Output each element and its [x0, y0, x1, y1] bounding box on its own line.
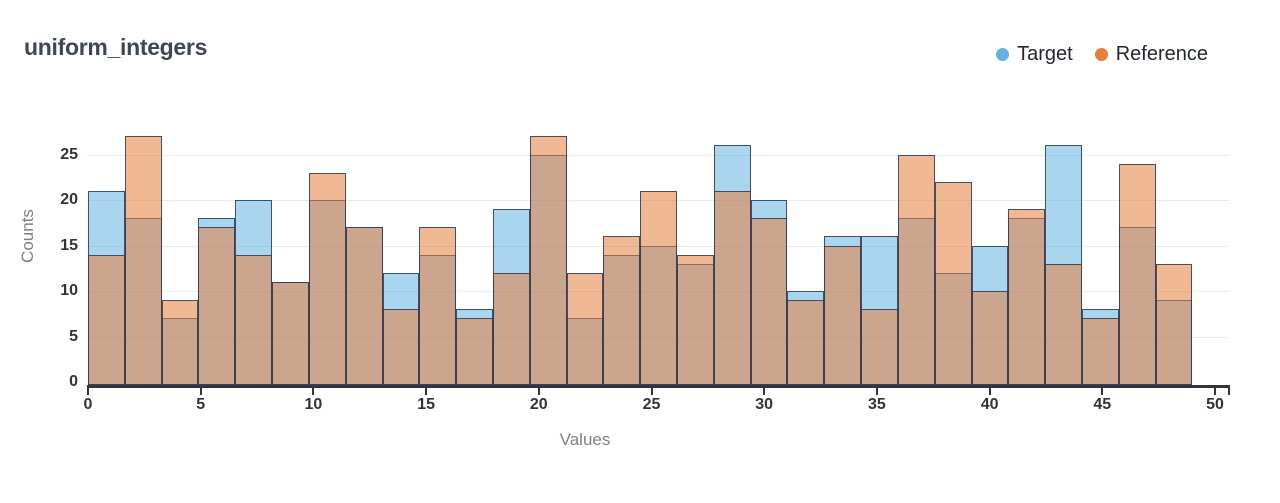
- x-tick-5: [199, 387, 202, 395]
- y-tick-label-10: 10: [60, 282, 78, 299]
- x-tick-35: [875, 387, 878, 395]
- x-axis-line: [87, 385, 1230, 388]
- reference-bar-22[interactable]: [897, 154, 935, 385]
- reference-bar-25[interactable]: [1008, 209, 1046, 385]
- legend-label-reference: Reference: [1115, 43, 1208, 65]
- reference-bar-6[interactable]: [308, 172, 346, 385]
- legend-item-reference[interactable]: Reference: [1094, 43, 1208, 66]
- reference-bar-11[interactable]: [492, 272, 530, 385]
- x-tick-label-35: 35: [867, 396, 886, 413]
- x-tick-30: [763, 387, 766, 395]
- x-tick-45: [1101, 387, 1104, 395]
- reference-bar-15[interactable]: [640, 190, 678, 385]
- legend-label-target: Target: [1017, 43, 1073, 65]
- reference-bar-24[interactable]: [971, 291, 1009, 385]
- reference-bar-13[interactable]: [566, 272, 604, 385]
- reference-legend-dot-icon: [1094, 48, 1108, 61]
- reference-bar-3[interactable]: [198, 227, 236, 385]
- x-tick-label-40: 40: [980, 396, 999, 413]
- reference-bar-28[interactable]: [1118, 163, 1156, 385]
- reference-bar-5[interactable]: [272, 281, 309, 385]
- x-tick-label-15: 15: [417, 396, 435, 413]
- y-tick-label-25: 25: [60, 146, 78, 163]
- x-tick-10: [312, 387, 315, 395]
- reference-bar-7[interactable]: [345, 227, 383, 385]
- reference-bar-18[interactable]: [750, 218, 788, 385]
- x-tick-15: [425, 387, 428, 395]
- reference-bar-9[interactable]: [419, 227, 457, 385]
- reference-bar-16[interactable]: [677, 254, 714, 385]
- reference-bar-23[interactable]: [934, 181, 972, 385]
- x-tick-label-25: 25: [642, 396, 661, 413]
- x-tick-label-0: 0: [83, 396, 93, 413]
- x-tick-25: [650, 387, 653, 395]
- reference-bar-8[interactable]: [382, 309, 420, 385]
- reference-bar-0[interactable]: [88, 254, 125, 385]
- x-tick-label-45: 45: [1093, 396, 1112, 413]
- reference-bar-14[interactable]: [603, 236, 641, 385]
- reference-bar-10[interactable]: [456, 318, 493, 385]
- x-tick-label-10: 10: [304, 396, 323, 413]
- legend-item-target[interactable]: Target: [996, 43, 1073, 66]
- x-tick-40: [988, 387, 991, 395]
- reference-bar-27[interactable]: [1082, 318, 1119, 385]
- x-tick-0: [87, 387, 89, 395]
- x-tick-label-5: 5: [196, 396, 206, 413]
- x-axis-title: Values: [559, 430, 611, 449]
- y-tick-label-5: 5: [69, 328, 78, 345]
- y-tick-label-20: 20: [60, 191, 78, 208]
- gridline-y-25: [87, 155, 1229, 156]
- reference-bar-29[interactable]: [1155, 263, 1193, 385]
- legend: Target Reference: [996, 43, 1208, 66]
- x-tick-label-30: 30: [755, 396, 774, 413]
- x-tick-50: [1214, 387, 1216, 395]
- y-tick-label-15: 15: [60, 237, 78, 254]
- x-tick-label-50: 50: [1206, 396, 1224, 413]
- reference-bar-2[interactable]: [161, 300, 199, 385]
- reference-bar-20[interactable]: [824, 245, 862, 385]
- x-tick-20: [537, 387, 540, 395]
- reference-bar-1[interactable]: [124, 136, 162, 385]
- x-axis-end-tick: [1228, 387, 1230, 395]
- target-legend-dot-icon: [996, 48, 1010, 61]
- reference-bar-21[interactable]: [861, 309, 898, 385]
- reference-bar-12[interactable]: [529, 136, 567, 385]
- reference-bar-26[interactable]: [1045, 263, 1082, 385]
- reference-bar-4[interactable]: [235, 254, 273, 385]
- reference-bar-17[interactable]: [713, 190, 751, 385]
- page-title: uniform_integers: [24, 34, 208, 60]
- reference-bar-19[interactable]: [787, 300, 825, 385]
- x-tick-label-20: 20: [529, 396, 548, 413]
- y-tick-label-0: 0: [69, 373, 78, 390]
